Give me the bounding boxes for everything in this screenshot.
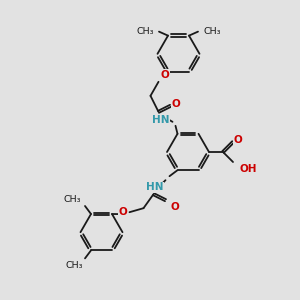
Text: HN: HN bbox=[146, 182, 164, 192]
Text: HN: HN bbox=[152, 115, 169, 125]
Text: CH₃: CH₃ bbox=[64, 195, 81, 204]
Text: O: O bbox=[234, 135, 242, 145]
Text: CH₃: CH₃ bbox=[203, 27, 220, 36]
Text: O: O bbox=[170, 202, 179, 212]
Text: OH: OH bbox=[240, 164, 257, 174]
Text: O: O bbox=[160, 70, 169, 80]
Text: O: O bbox=[119, 207, 128, 217]
Text: CH₃: CH₃ bbox=[136, 27, 154, 36]
Text: CH₃: CH₃ bbox=[65, 261, 83, 270]
Text: O: O bbox=[171, 99, 180, 109]
